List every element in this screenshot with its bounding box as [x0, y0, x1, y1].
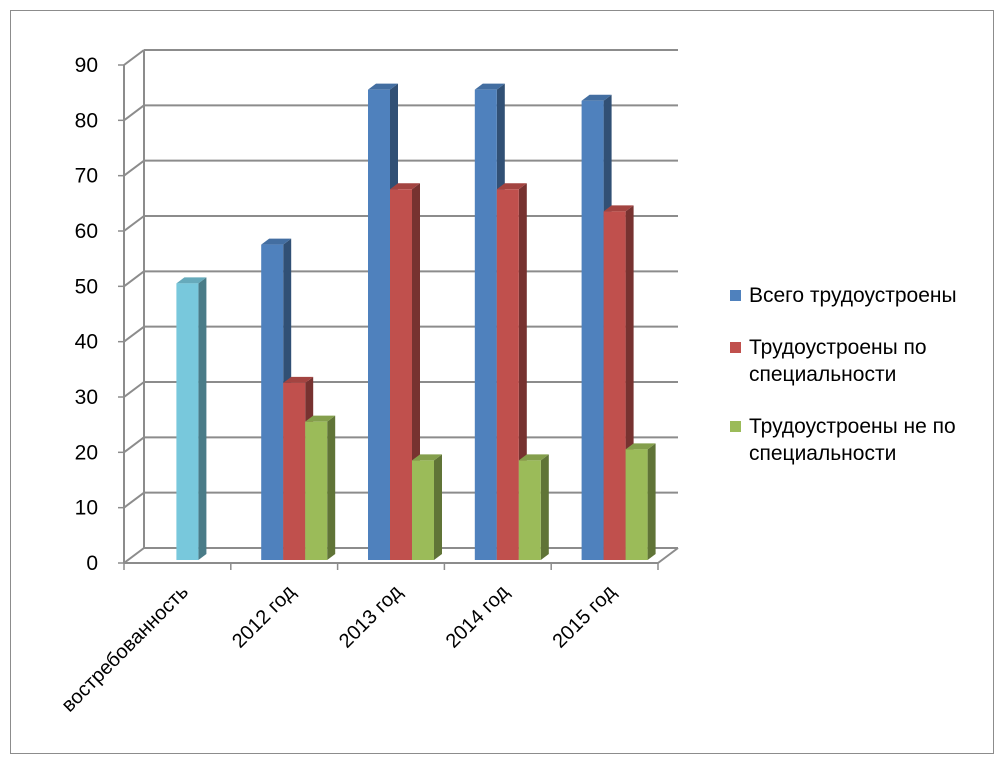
y-tick-label: 40	[75, 331, 98, 354]
bar-top	[625, 443, 656, 450]
y-tick-label: 70	[75, 165, 98, 188]
gridline-side	[123, 491, 145, 509]
bar	[176, 283, 199, 560]
bar-top	[283, 376, 314, 383]
legend-swatch-by-specialty	[730, 342, 741, 353]
gridline-side	[123, 270, 145, 288]
bar	[496, 189, 519, 560]
bar-top	[368, 83, 398, 90]
bar-side	[647, 443, 656, 560]
bar-top	[305, 415, 336, 422]
bar	[368, 89, 390, 561]
y-tick-label: 0	[86, 552, 98, 575]
gridline-side	[123, 436, 145, 454]
bar	[412, 460, 434, 560]
legend-swatch-total	[730, 290, 741, 301]
bar	[261, 244, 284, 560]
legend-label-by-specialty: Трудоустроены по специальности	[749, 336, 927, 386]
gridline-side	[123, 49, 145, 66]
legend-label-total: Всего трудоустроены	[749, 284, 957, 307]
y-tick-label: 90	[75, 54, 98, 77]
y-tick-label: 60	[75, 220, 98, 243]
gridline-side	[123, 104, 145, 122]
gridline-side	[123, 215, 145, 232]
bar-top	[176, 277, 207, 284]
legend-item-total: Всего трудоустроены	[730, 282, 1000, 309]
y-tick-label: 10	[75, 497, 98, 520]
gridline-side	[123, 381, 145, 398]
floor-edge	[657, 547, 679, 564]
gridline-side	[123, 547, 145, 564]
y-tick-label: 30	[75, 386, 98, 409]
bar	[283, 382, 306, 560]
bar-top	[474, 83, 505, 90]
legend: Всего трудоустроены Трудоустроены по спе…	[730, 282, 1000, 492]
bar	[625, 449, 648, 560]
bar-top	[518, 454, 549, 461]
x-tick-label: 2012 год	[228, 581, 300, 653]
bar-top	[581, 94, 612, 101]
bar	[474, 89, 497, 561]
bar-top	[603, 205, 634, 212]
legend-label-not-by-specialty: Трудоустроены не по специальности	[749, 415, 956, 465]
bar	[518, 460, 541, 560]
x-tick-label: 2013 год	[335, 581, 407, 653]
gridline-side	[123, 159, 145, 177]
y-tick-label: 80	[75, 109, 98, 132]
bar	[581, 100, 604, 560]
bar-top	[390, 183, 420, 190]
bar	[390, 189, 412, 560]
bar-top	[261, 238, 292, 245]
bar-side	[198, 277, 207, 560]
gridline-side	[123, 325, 145, 343]
x-tick-label: востребованность	[57, 581, 192, 716]
x-tick-label: 2014 год	[442, 581, 514, 653]
y-tick-label: 50	[75, 275, 98, 298]
legend-swatch-not-by-specialty	[730, 421, 741, 432]
bar-side	[540, 454, 549, 560]
bar-top	[412, 454, 442, 461]
bar	[305, 421, 328, 560]
legend-item-by-specialty: Трудоустроены по специальности	[730, 334, 1000, 388]
bar-top	[496, 183, 527, 190]
legend-item-not-by-specialty: Трудоустроены не по специальности	[730, 413, 1000, 467]
bar-side	[434, 454, 442, 560]
bar-side	[327, 415, 336, 560]
y-tick-label: 20	[75, 441, 98, 464]
bar	[603, 211, 626, 560]
x-tick-label: 2015 год	[549, 581, 621, 653]
